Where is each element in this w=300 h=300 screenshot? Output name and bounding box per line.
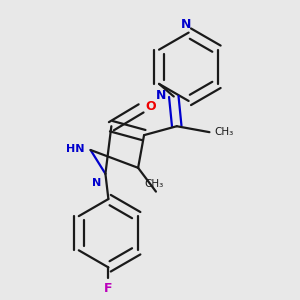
- Text: N: N: [181, 18, 191, 31]
- Text: CH₃: CH₃: [214, 127, 233, 137]
- Text: N: N: [156, 88, 166, 101]
- Text: CH₃: CH₃: [145, 178, 164, 189]
- Text: N: N: [92, 178, 101, 188]
- Text: O: O: [146, 100, 156, 113]
- Text: F: F: [104, 282, 112, 295]
- Text: HN: HN: [66, 143, 85, 154]
